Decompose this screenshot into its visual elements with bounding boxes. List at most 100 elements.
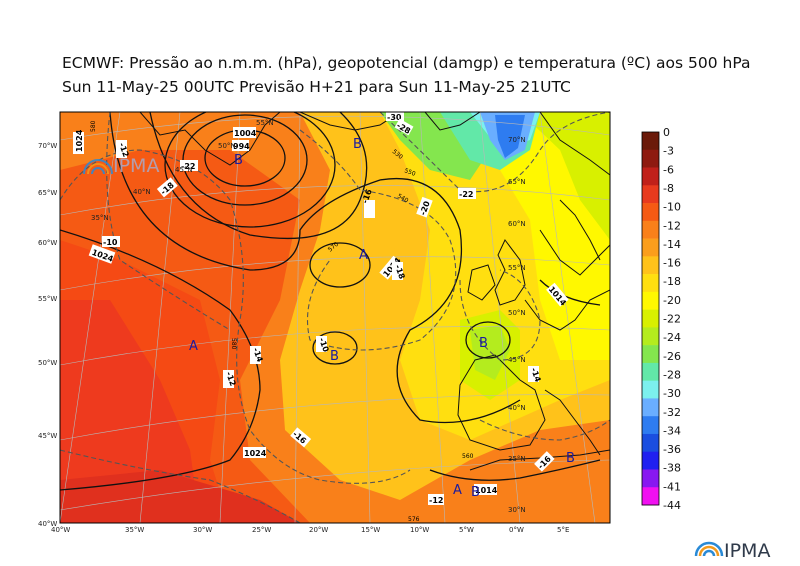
grid-labels: 55°N 50°N 45°N 40°N 35°N 70°N 65°N 60°N … [91, 119, 526, 514]
map-watermark: IPMA [83, 155, 159, 177]
grid-label: 40°N [133, 188, 151, 196]
grid-label: 50°N [508, 309, 526, 317]
colorbar-frame [641, 131, 660, 506]
colorbar-label: -24 [663, 331, 681, 344]
grid-label: 35°N [508, 455, 526, 463]
low-pressure-marker: B [330, 349, 339, 364]
map-watermark-text: IPMA [113, 155, 159, 177]
temperature-label: -12 [429, 496, 443, 505]
colorbar-label: -18 [663, 275, 681, 288]
low-pressure-marker: B [471, 485, 480, 500]
colorbar-swatch [642, 167, 659, 186]
colorbar-label: -26 [663, 350, 681, 363]
colorbar-label: -28 [663, 368, 681, 381]
colorbar-swatch [642, 398, 659, 417]
low-pressure-marker: B [234, 153, 243, 168]
lon-label: 35°W [125, 526, 144, 534]
isobar-label: 994 [233, 142, 250, 151]
colorbar-label: -6 [663, 163, 674, 176]
lat-label: 65°W [38, 189, 57, 197]
chart-title-line-1: ECMWF: Pressão ao n.m.m. (hPa), geopoten… [62, 54, 751, 72]
geopotential-label: 580 [230, 338, 237, 350]
pressure-centers: A A B B B B A B B [189, 137, 575, 500]
colorbar-swatch [642, 203, 659, 222]
colorbar-label: -30 [663, 387, 681, 400]
lat-label: 50°W [38, 359, 57, 367]
lon-label: 30°W [193, 526, 212, 534]
lon-label: 20°W [309, 526, 328, 534]
lat-label: 55°W [38, 295, 57, 303]
grid-label: 45°N [508, 356, 526, 364]
colorbar-label: -34 [663, 424, 681, 437]
geopotential-label: 540 [396, 193, 410, 205]
colorbar-label: -44 [663, 499, 681, 512]
isobars [60, 112, 601, 491]
grid-label: 60°N [508, 220, 526, 228]
low-pressure-marker: B [353, 137, 362, 152]
colorbar-swatch [642, 132, 659, 151]
map-frame [59, 111, 611, 524]
low-pressure-marker: B [566, 451, 575, 466]
grid-label: 30°N [508, 506, 526, 514]
high-pressure-marker: A [453, 483, 462, 498]
colorbar-swatch [642, 149, 659, 168]
colorbar-swatch [642, 309, 659, 328]
grid-label: 55°N [508, 264, 526, 272]
lon-label: 10°W [410, 526, 429, 534]
colorbar-label: -22 [663, 313, 681, 326]
lon-label: 40°W [51, 526, 70, 534]
grid-label: 35°N [91, 214, 109, 222]
grid-label: 55°N [256, 119, 274, 127]
lon-label: 0°W [509, 526, 524, 534]
geopotential-contours [60, 112, 610, 523]
geopotential-label: 560 [462, 453, 474, 460]
colorbar-label: -41 [663, 480, 681, 493]
colorbar-swatch [642, 274, 659, 293]
colorbar-label: -8 [663, 182, 674, 195]
temperature-label: -10 [103, 238, 118, 247]
temperature-label: -22 [181, 162, 195, 171]
colorbar-label: -16 [663, 257, 681, 270]
grid-label: 40°N [508, 404, 526, 412]
lon-label: 5°W [459, 526, 474, 534]
lon-label: 25°W [252, 526, 271, 534]
ipma-logo-text: IPMA [724, 540, 770, 562]
colorbar-swatch [642, 256, 659, 275]
lat-label: 40°W [38, 520, 57, 528]
temperature-label: -30 [387, 113, 402, 122]
lat-label: 60°W [38, 239, 57, 247]
grid-label: 45°N [175, 166, 193, 174]
chart-title-line-2: Sun 11-May-25 00UTC Previsão H+21 para S… [62, 78, 571, 96]
isobar-label: 1024 [75, 129, 84, 152]
colorbar-swatch [642, 416, 659, 435]
colorbar-label: -38 [663, 462, 681, 475]
lon-axis-labels: 40°W 35°W 30°W 25°W 20°W 15°W 10°W 5°W 0… [51, 526, 569, 534]
lon-label: 15°W [361, 526, 380, 534]
isobar-label: 1014 [475, 486, 498, 495]
isobar-label: 1024 [244, 449, 267, 458]
colorbar-swatch [642, 238, 659, 257]
lat-label: 70°W [38, 142, 57, 150]
grid-label: 50°N [218, 142, 236, 150]
low-pressure-marker: B [479, 336, 488, 351]
contour-labels: 1024 1024 1024 1024 1004 994 1014 1014 -… [73, 112, 569, 523]
colorbar-label: -20 [663, 294, 681, 307]
isobar-label: 1004 [234, 129, 257, 138]
grid-label: 65°N [508, 178, 526, 186]
colorbar-label: -14 [663, 238, 681, 251]
colorbar-label: 0 [663, 126, 670, 139]
grid-label: 70°N [508, 136, 526, 144]
colorbar-label: -32 [663, 406, 681, 419]
lon-label: 5°E [557, 526, 569, 534]
high-pressure-marker: A [189, 339, 198, 354]
colorbar-label: -10 [663, 201, 681, 214]
colorbar-swatch [642, 291, 659, 310]
temperature-field [60, 112, 610, 523]
geopotential-label: 576 [408, 516, 420, 523]
colorbar-swatch [642, 487, 659, 506]
colorbar-swatch [642, 327, 659, 346]
lat-axis-labels: 70°W 65°W 60°W 55°W 50°W 45°W 40°W [38, 142, 57, 528]
high-pressure-marker: A [359, 248, 368, 263]
colorbar-swatch [642, 220, 659, 239]
